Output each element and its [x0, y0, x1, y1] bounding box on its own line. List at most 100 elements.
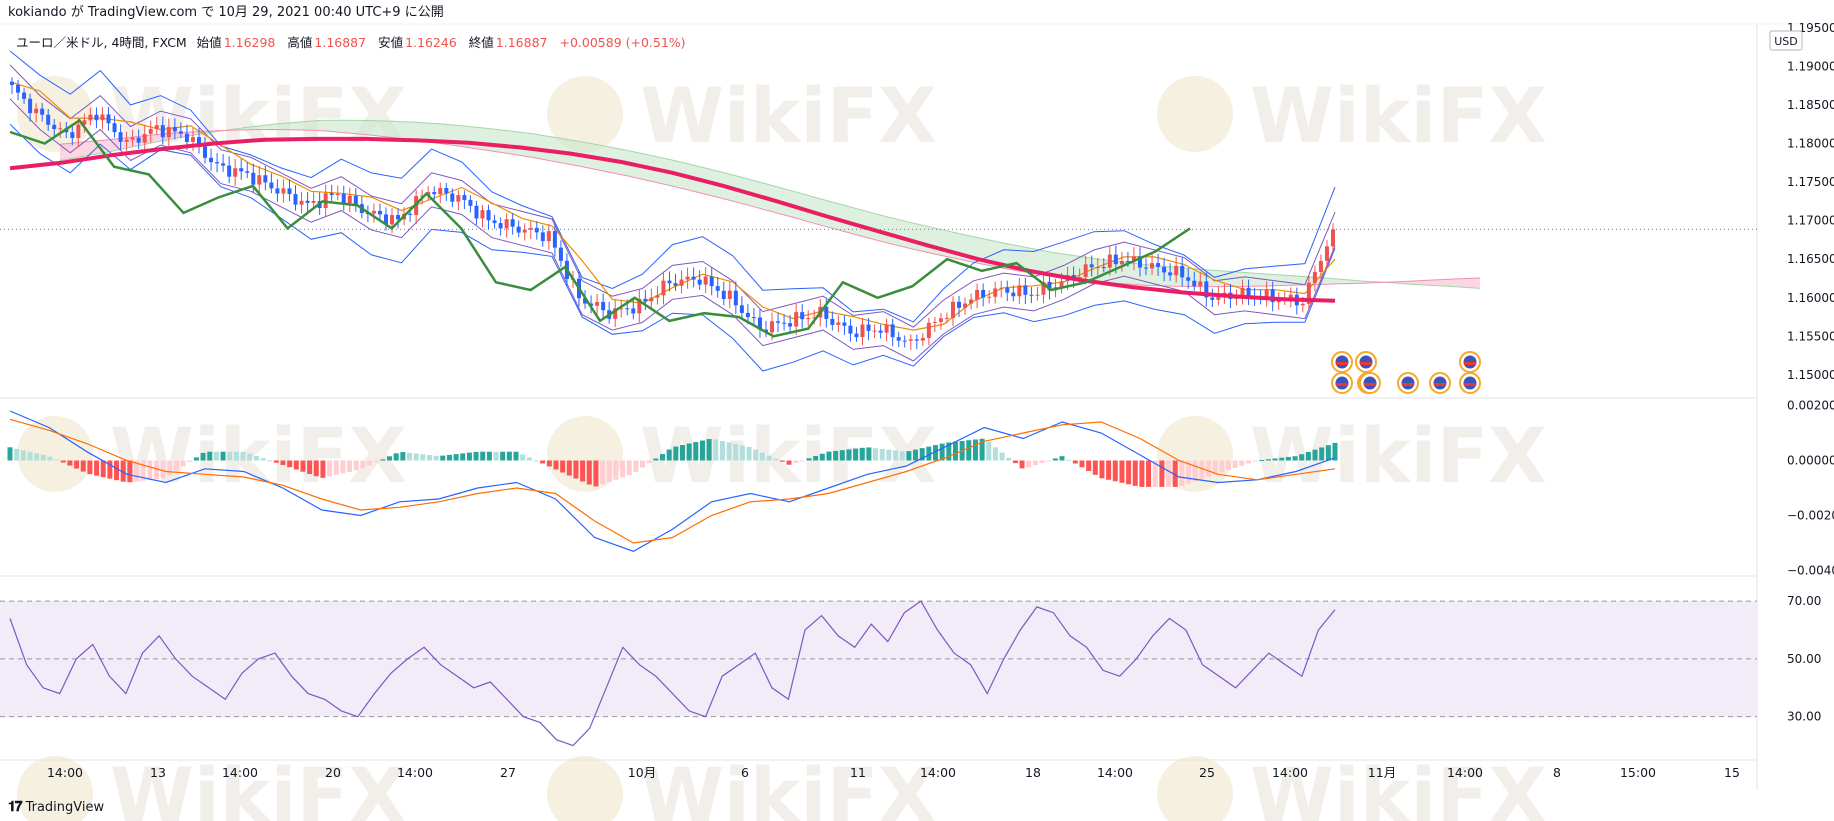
symbol-name[interactable]: ユーロ／米ドル, 4時間, FXCM — [16, 35, 187, 50]
histogram-bar — [1159, 460, 1165, 487]
wikifx-logo-icon — [1157, 76, 1233, 152]
event-icons[interactable] — [1331, 351, 1481, 394]
histogram-bar — [693, 442, 699, 461]
candle — [987, 290, 992, 304]
histogram-bar — [413, 453, 419, 461]
cloud-segment — [1054, 252, 1078, 280]
candle — [46, 108, 51, 131]
candle-body — [685, 276, 690, 280]
close-label: 終値 — [468, 35, 494, 50]
candle — [1047, 273, 1052, 300]
candle — [782, 314, 787, 331]
time-tick-label: 11 — [850, 765, 866, 780]
histogram-bar — [1319, 447, 1325, 461]
candle — [245, 162, 250, 179]
price-tick-label: 1.16500 — [1787, 252, 1834, 266]
candle — [534, 221, 539, 240]
candle-body — [1300, 303, 1305, 306]
histogram-bar — [626, 460, 632, 476]
cloud-segment — [296, 120, 321, 131]
price-tick-label: 1.19000 — [1787, 59, 1834, 73]
candle-body — [1204, 281, 1209, 298]
rsi-pane[interactable] — [0, 600, 1757, 747]
histogram-bar — [893, 450, 899, 461]
histogram-bar — [753, 449, 759, 461]
histogram-bar — [94, 460, 100, 476]
bb-upper-2 — [9, 50, 1336, 323]
symbol-legend[interactable]: ユーロ／米ドル, 4時間, FXCM 始値 1.16298 高値 1.16887 安… — [16, 32, 686, 51]
candle — [142, 125, 147, 152]
candle-body — [1210, 297, 1215, 300]
histogram-bar — [1199, 460, 1205, 480]
cloud-segment — [1148, 264, 1173, 287]
price-axis[interactable]: 1.19000 1.18500 1.18000 1.17500 1.17000 1.165… — [1787, 21, 1834, 724]
histogram-bar — [67, 460, 73, 466]
histogram-bar — [167, 460, 173, 476]
candle — [860, 317, 865, 346]
histogram-bar — [273, 460, 279, 463]
time-tick-label: 14:00 — [222, 765, 258, 780]
histogram-bar — [919, 448, 925, 461]
histogram-bar — [367, 460, 373, 466]
histogram-bar — [493, 451, 499, 461]
histogram-bar — [453, 454, 459, 461]
candle — [806, 310, 811, 326]
candle — [347, 187, 352, 213]
grid-lines — [0, 23, 1834, 790]
candle — [486, 204, 491, 230]
candle-body — [58, 128, 63, 130]
candle-body — [830, 318, 835, 325]
candle — [619, 299, 624, 318]
candle — [82, 113, 87, 133]
time-axis[interactable]: 14:00 13 14:00 20 14:00 27 10月 6 11 14:00 18 14:00 2… — [47, 765, 1740, 780]
price-tick-label: 1.18000 — [1787, 137, 1834, 151]
candle — [516, 220, 521, 238]
macd-line — [9, 410, 1336, 552]
candle — [1144, 258, 1149, 275]
histogram-bar — [566, 460, 572, 476]
histogram-bar — [580, 460, 586, 482]
cloud-segment — [462, 125, 486, 151]
histogram-bar — [1066, 459, 1072, 461]
histogram-bar — [134, 460, 140, 482]
candle-body — [383, 214, 388, 225]
macd-histogram — [7, 438, 1338, 487]
price-pane[interactable] — [0, 50, 1757, 394]
histogram-bar — [193, 457, 199, 461]
candle-body — [390, 215, 395, 225]
histogram-bar — [253, 455, 259, 461]
candle-body — [221, 163, 226, 166]
histogram-bar — [560, 460, 566, 473]
candle — [896, 331, 901, 347]
time-tick-label: 15:00 — [1620, 765, 1656, 780]
tradingview-logo-icon[interactable]: 𝟏𝟕 — [8, 799, 23, 815]
rsi-path — [9, 600, 1336, 747]
histogram-bar — [666, 449, 672, 461]
candle — [757, 308, 762, 338]
histogram-bar — [460, 453, 466, 461]
histogram-bar — [387, 456, 393, 461]
candle-body — [824, 306, 829, 319]
candle-body — [776, 321, 781, 323]
candle-body — [1101, 267, 1106, 269]
histogram-bar — [913, 449, 919, 461]
candle-body — [1011, 292, 1016, 297]
brand-name[interactable]: TradingView — [25, 799, 105, 815]
candle-body — [1306, 282, 1311, 304]
candle — [944, 312, 949, 324]
footer[interactable]: 𝟏𝟕 TradingView — [8, 799, 104, 815]
candle-body — [130, 137, 135, 140]
macd-pane[interactable] — [7, 410, 1338, 552]
candle-body — [196, 137, 201, 147]
candle-body — [800, 312, 805, 320]
time-tick-label: 8 — [1553, 765, 1561, 780]
candle — [957, 296, 962, 318]
candle-body — [215, 162, 220, 164]
candle — [637, 289, 642, 323]
candle-body — [613, 308, 618, 319]
histogram-bar — [1225, 460, 1231, 471]
candle — [299, 191, 304, 214]
candle — [438, 182, 443, 204]
candle-body — [1180, 265, 1185, 278]
